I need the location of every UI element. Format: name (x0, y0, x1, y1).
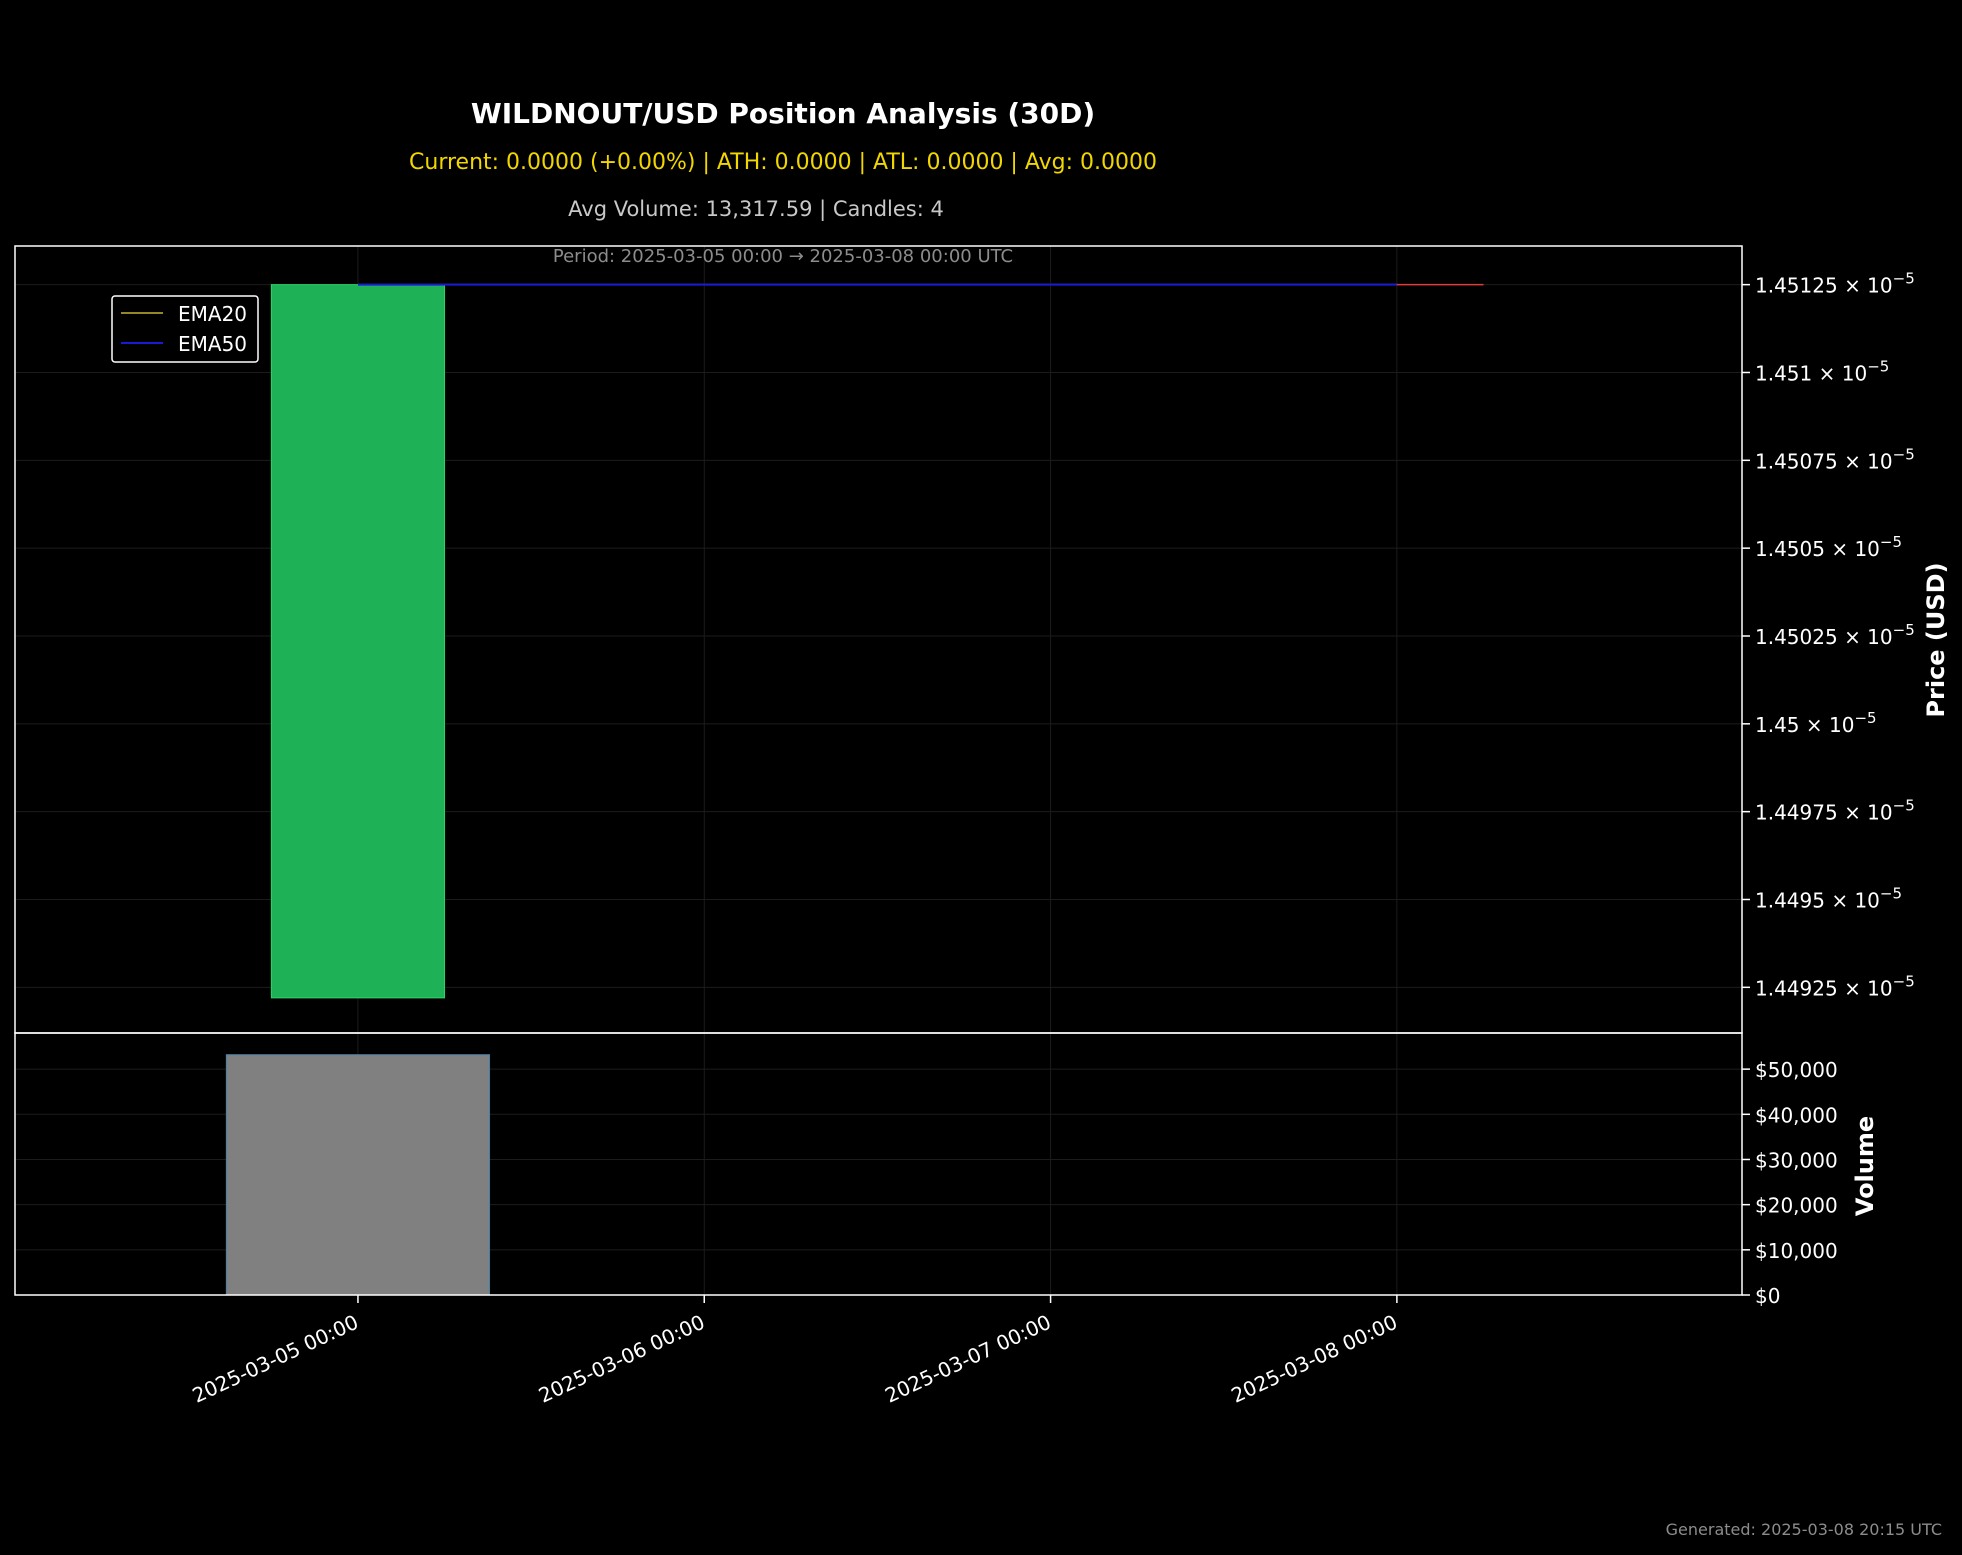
volume-axis-label: Volume (1851, 1116, 1879, 1216)
time-axis-ticks: 2025-03-05 00:00 2025-03-06 00:00 2025-03-… (189, 1295, 1401, 1408)
volume-bars (225, 1054, 491, 1296)
price-tick-label: 1.45025 × 10−5 (1755, 621, 1915, 649)
candle-body (270, 284, 446, 999)
volume-bar (225, 1054, 491, 1296)
chart-title: WILDNOUT/USD Position Analysis (30D) (470, 97, 1096, 130)
price-axis-label: Price (USD) (1922, 562, 1950, 717)
price-tick-label: 1.4505 × 10−5 (1755, 533, 1902, 561)
generated-timestamp: Generated: 2025-03-08 20:15 UTC (1665, 1520, 1942, 1539)
legend-label-ema50: EMA50 (178, 332, 247, 356)
volume-info: Avg Volume: 13,317.59 | Candles: 4 (568, 197, 944, 221)
price-axis-ticks: 1.44925 × 10−5 1.4495 × 10−5 1.44975 × 10−… (1742, 270, 1915, 1000)
price-tick-label: 1.44925 × 10−5 (1755, 972, 1915, 1000)
price-tick-label: 1.451 × 10−5 (1755, 357, 1889, 385)
volume-tick-label: $20,000 (1755, 1194, 1838, 1218)
volume-tick-label: $40,000 (1755, 1103, 1838, 1127)
volume-tick-label: $30,000 (1755, 1148, 1838, 1172)
volume-panel-frame (14, 1032, 1743, 1296)
price-stats: Current: 0.0000 (+0.00%) | ATH: 0.0000 |… (409, 150, 1157, 175)
price-tick-label: 1.44975 × 10−5 (1755, 797, 1915, 825)
price-tick-label: 1.4495 × 10−5 (1755, 884, 1902, 912)
period-label: Period: 2025-03-05 00:00 → 2025-03-08 00… (553, 246, 1013, 267)
candles (270, 284, 446, 999)
time-tick-label: 2025-03-06 00:00 (535, 1310, 708, 1408)
volume-tick-label: $50,000 (1755, 1058, 1838, 1082)
volume-tick-label: $10,000 (1755, 1239, 1838, 1263)
volume-axis-ticks: $0 $10,000 $20,000 $30,000 $40,000 $50,000 (1742, 1058, 1838, 1308)
time-tick-label: 2025-03-05 00:00 (189, 1310, 362, 1408)
time-tick-label: 2025-03-08 00:00 (1228, 1310, 1401, 1408)
price-tick-label: 1.45125 × 10−5 (1755, 270, 1915, 298)
legend: EMA20 EMA50 (111, 295, 259, 363)
volume-tick-label: $0 (1755, 1284, 1780, 1308)
price-tick-label: 1.45 × 10−5 (1755, 709, 1877, 737)
price-tick-label: 1.45075 × 10−5 (1755, 445, 1915, 473)
legend-label-ema20: EMA20 (178, 302, 247, 326)
time-tick-label: 2025-03-07 00:00 (881, 1310, 1054, 1408)
